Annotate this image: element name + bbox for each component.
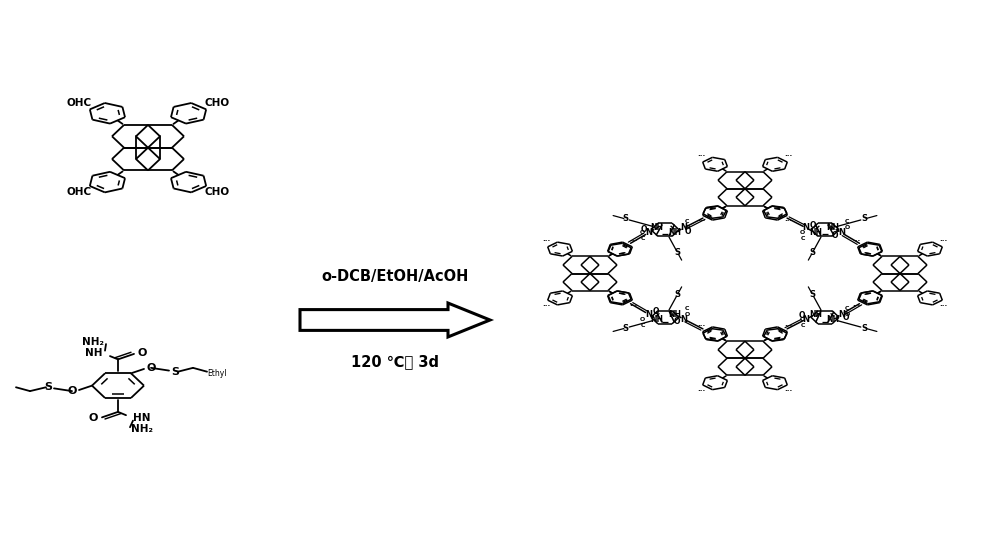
Text: C
O: C O (845, 219, 850, 230)
Text: S: S (623, 323, 629, 333)
Text: ···: ··· (784, 323, 792, 329)
Text: S: S (675, 248, 681, 257)
Text: S: S (809, 248, 815, 257)
Text: NH: NH (809, 228, 822, 237)
Text: HN: HN (133, 414, 150, 423)
Text: NH: NH (84, 348, 102, 358)
Text: ···: ··· (629, 238, 637, 244)
Text: S: S (44, 382, 52, 392)
Text: S: S (861, 214, 867, 224)
Text: o-DCB/EtOH/AcOH: o-DCB/EtOH/AcOH (321, 270, 469, 284)
Text: ···: ··· (543, 238, 551, 244)
Text: ···: ··· (939, 238, 947, 244)
Text: N: N (838, 310, 845, 318)
Text: NH₂: NH₂ (82, 337, 104, 347)
Text: S: S (861, 323, 867, 333)
Text: NH: NH (651, 223, 664, 232)
Text: O: O (674, 317, 680, 326)
Text: O: O (641, 225, 647, 234)
Text: O: O (685, 228, 691, 236)
Text: N: N (645, 310, 652, 318)
Text: ···: ··· (543, 303, 551, 309)
Text: S: S (809, 290, 815, 299)
Text: ···: ··· (784, 153, 792, 159)
Text: N: N (803, 315, 810, 324)
Text: ···: ··· (853, 238, 861, 244)
Text: O: O (810, 221, 816, 230)
Text: ···: ··· (698, 388, 706, 394)
Text: S: S (675, 290, 681, 299)
Text: O: O (146, 363, 155, 373)
Text: ···: ··· (853, 303, 861, 309)
Text: C
O: C O (685, 219, 690, 230)
Text: ···: ··· (784, 218, 792, 224)
Text: Ethyl: Ethyl (207, 369, 227, 378)
Text: C
O: C O (685, 306, 690, 317)
Text: O: O (799, 311, 805, 319)
Text: N: N (680, 223, 687, 232)
Polygon shape (300, 303, 490, 337)
Text: S: S (623, 214, 629, 224)
Text: 120 ℃， 3d: 120 ℃， 3d (351, 354, 439, 369)
Text: ···: ··· (698, 323, 706, 329)
Text: NH: NH (651, 315, 664, 324)
Text: O: O (89, 414, 98, 423)
Text: O: O (831, 231, 838, 240)
Text: CHO: CHO (205, 98, 230, 108)
Text: NH: NH (668, 228, 681, 237)
Text: NH: NH (826, 315, 839, 324)
Text: ···: ··· (939, 303, 947, 309)
Text: N: N (803, 223, 810, 232)
Text: N: N (645, 229, 652, 237)
Text: C
O: C O (845, 306, 850, 317)
Text: ···: ··· (698, 218, 706, 224)
Text: O
C: O C (800, 317, 805, 328)
Text: OHC: OHC (66, 187, 91, 197)
Text: ···: ··· (629, 303, 637, 309)
Text: ···: ··· (698, 153, 706, 159)
Text: O
C: O C (640, 317, 645, 328)
Text: O
C: O C (640, 230, 645, 241)
Text: N: N (680, 315, 687, 324)
Text: O: O (843, 313, 849, 322)
Text: NH₂: NH₂ (131, 424, 153, 434)
Text: O: O (68, 386, 77, 396)
Text: CHO: CHO (205, 187, 230, 197)
Text: O
C: O C (800, 230, 805, 241)
Text: N: N (838, 229, 845, 237)
Text: NH: NH (826, 223, 839, 232)
Text: NH: NH (668, 310, 681, 319)
Text: O: O (138, 348, 147, 358)
Text: ···: ··· (784, 388, 792, 394)
Text: OHC: OHC (66, 98, 91, 108)
Text: NH: NH (809, 310, 822, 319)
Text: S: S (171, 366, 179, 377)
Text: O: O (652, 307, 659, 316)
